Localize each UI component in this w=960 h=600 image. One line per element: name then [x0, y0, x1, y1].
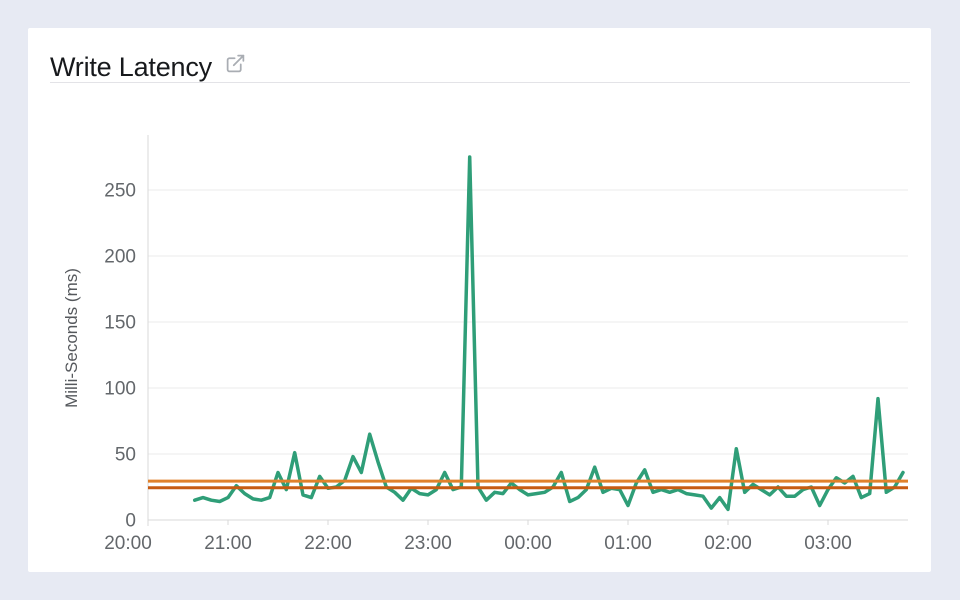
write-latency-card: Write Latency: [28, 28, 931, 572]
header-divider: [50, 82, 910, 83]
chart-title: Write Latency: [50, 52, 212, 82]
external-link-icon[interactable]: [225, 53, 246, 79]
external-link-icon-glyph: [226, 54, 245, 73]
card-header: Write Latency: [28, 28, 931, 82]
